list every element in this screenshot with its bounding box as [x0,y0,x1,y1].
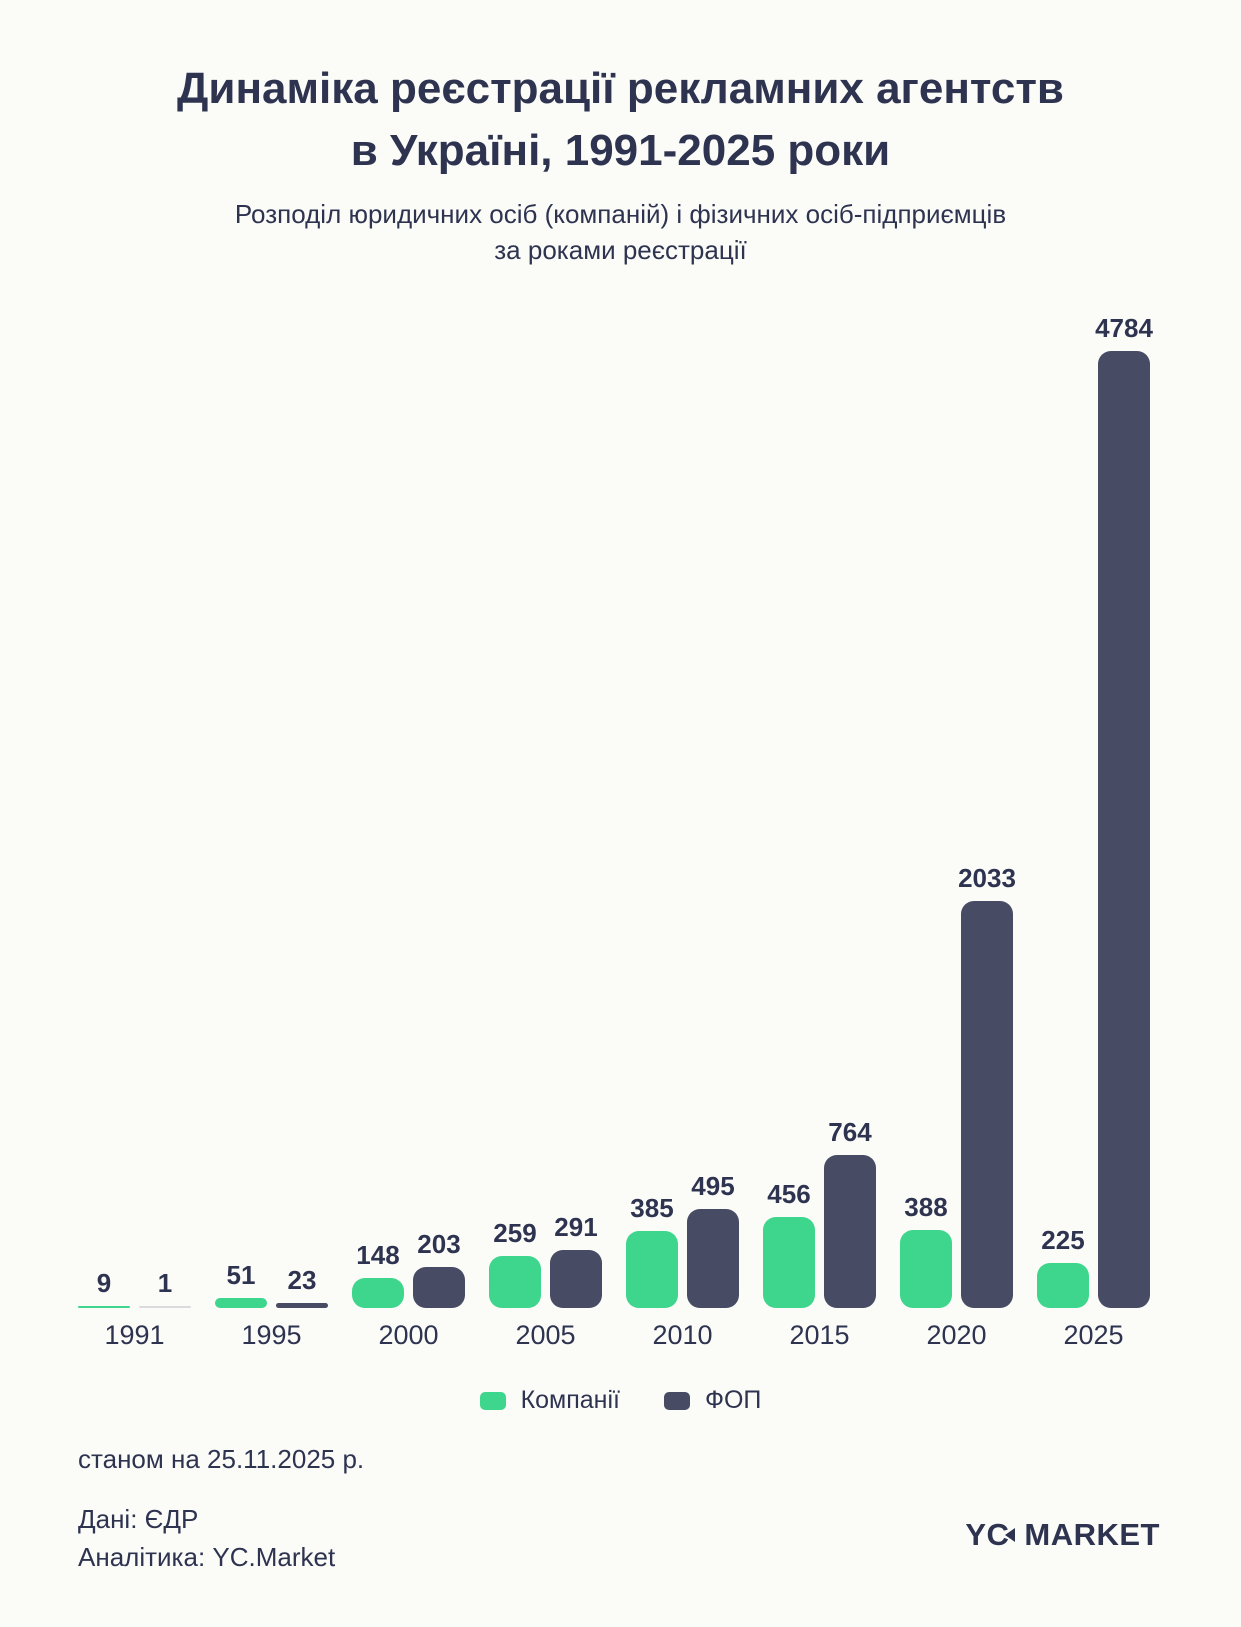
bar-value-label: 2033 [958,863,1016,893]
data-source: Дані: ЄДР [78,1504,199,1534]
bar-col: 148 [352,1242,404,1308]
bar-col: 764 [824,1119,876,1308]
x-axis-label-2025: 2025 [1063,1320,1124,1350]
bar-col: 225 [1037,1227,1089,1308]
legend-swatch-icon [663,1391,690,1410]
bar-col: 385 [626,1195,678,1308]
bar-ФОП-1995 [276,1303,328,1308]
legend-item-Компанії: Компанії [479,1386,620,1415]
bar-value-label: 23 [287,1265,317,1295]
bar-value-label: 456 [767,1179,811,1209]
x-axis-label-1991: 1991 [104,1320,165,1350]
bar-ФОП-2005 [550,1250,602,1308]
bar-value-label: 495 [691,1171,735,1201]
bar-col: 23 [276,1267,328,1308]
bar-col: 456 [763,1181,815,1308]
legend-swatch-icon [479,1391,506,1410]
bar-ФОП-2020 [961,901,1013,1308]
x-axis-label-2020: 2020 [926,1320,987,1350]
bar-ФОП-2015 [824,1155,876,1308]
plot-area: 9 1 51 23 148 203 259 291 385 495 456 764 388 2033 225… [78,315,1153,1308]
bar-col: 495 [687,1173,739,1308]
bar-value-label: 225 [1041,1225,1085,1255]
bar-value-label: 259 [493,1218,537,1248]
bar-col: 9 [78,1270,130,1308]
bar-value-label: 51 [226,1260,256,1290]
x-axis-label-2015: 2015 [789,1320,850,1350]
chart-subtitle-line-2: за роками реєстрації [494,235,747,265]
bar-Компанії-1991 [78,1306,130,1308]
analytics-credit: Аналітика: YC.Market [78,1542,336,1572]
bar-Компанії-2005 [489,1256,541,1308]
bar-value-label: 388 [904,1192,948,1222]
bar-group-1995: 51 23 [215,1262,328,1308]
logo-market-text: MARKET [1024,1517,1160,1552]
bar-group-2010: 385 495 [626,1173,739,1308]
yc-market-logo: YC MARKET [965,1517,1160,1553]
bar-col: 2033 [958,865,1016,1308]
chart-subtitle: Розподіл юридичних осіб (компаній) і фіз… [0,196,1241,268]
bar-Компанії-2025 [1037,1263,1089,1308]
bar-Компанії-2010 [626,1231,678,1308]
x-axis-label-2010: 2010 [652,1320,713,1350]
bar-value-label: 4784 [1095,313,1153,343]
bar-ФОП-2010 [687,1209,739,1308]
bar-value-label: 1 [157,1268,173,1298]
bar-ФОП-1991 [139,1306,191,1308]
bar-Компанії-2020 [900,1230,952,1308]
source-block: Дані: ЄДР Аналітика: YC.Market [78,1500,335,1576]
legend-label: Компанії [520,1386,620,1414]
bar-col: 4784 [1095,315,1153,1308]
logo-triangle-icon [1005,1528,1016,1542]
chart-title: Динаміка реєстрації рекламних агентств в… [0,58,1241,182]
bar-group-2020: 388 2033 [900,865,1016,1308]
bar-group-2005: 259 291 [489,1214,602,1308]
chart-legend: Компанії ФОП [0,1386,1241,1415]
bar-Компанії-2000 [352,1278,404,1308]
x-axis-label-1995: 1995 [241,1320,302,1350]
x-axis-labels: 1991 1995 2000 2005 2010 2015 2020 2025 [78,1320,1150,1351]
bar-value-label: 385 [630,1193,674,1223]
bar-col: 291 [550,1214,602,1308]
bar-col: 259 [489,1220,541,1308]
bar-group-2015: 456 764 [763,1119,876,1308]
legend-item-ФОП: ФОП [663,1386,762,1415]
chart-subtitle-line-1: Розподіл юридичних осіб (компаній) і фіз… [234,199,1007,229]
bar-group-2025: 225 4784 [1037,315,1153,1308]
bar-value-label: 9 [96,1268,112,1298]
x-axis-label-2005: 2005 [515,1320,576,1350]
x-axis-label-2000: 2000 [378,1320,439,1350]
bar-value-label: 291 [554,1212,598,1242]
chart-title-line-2: в Україні, 1991-2025 роки [350,126,891,175]
bar-col: 203 [413,1231,465,1308]
logo-yc-text: YC [965,1517,1010,1552]
bar-value-label: 764 [828,1117,872,1147]
bar-Компанії-1995 [215,1298,267,1308]
as-of-note: станом на 25.11.2025 р. [78,1444,365,1474]
bar-col: 1 [139,1270,191,1308]
bar-ФОП-2000 [413,1267,465,1308]
legend-label: ФОП [704,1386,762,1414]
bar-value-label: 203 [417,1229,461,1259]
bar-value-label: 148 [356,1240,400,1270]
chart-title-line-1: Динаміка реєстрації рекламних агентств [177,64,1064,113]
bar-col: 388 [900,1194,952,1308]
bar-col: 51 [215,1262,267,1308]
bar-group-2000: 148 203 [352,1231,465,1308]
bar-Компанії-2015 [763,1217,815,1308]
bar-ФОП-2025 [1098,351,1150,1308]
